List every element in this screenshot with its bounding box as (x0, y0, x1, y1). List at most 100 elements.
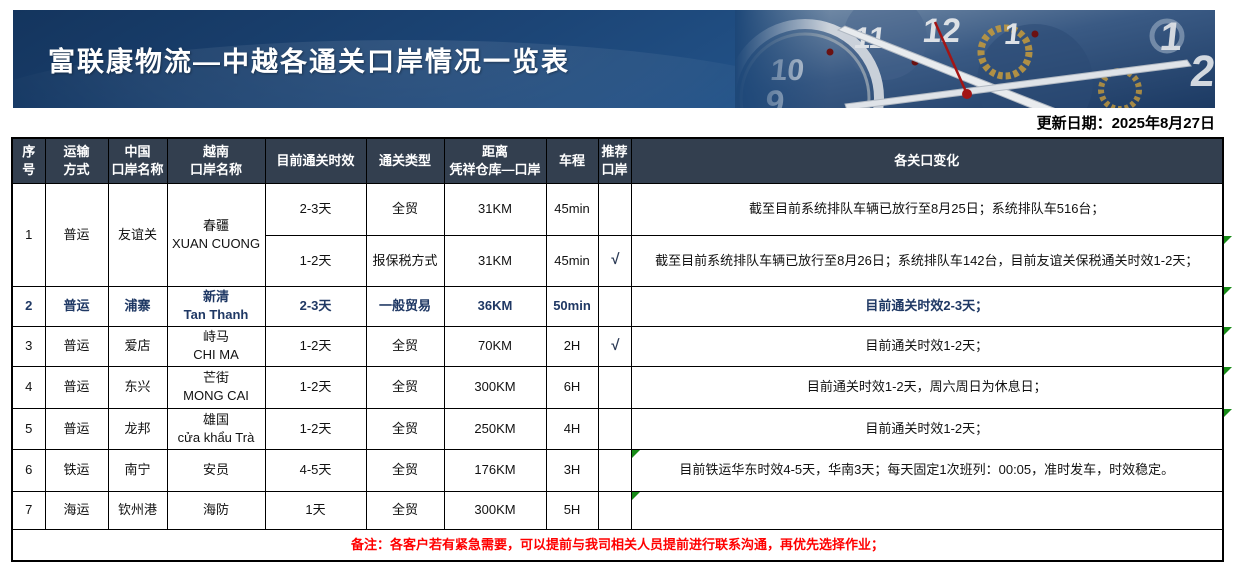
cell-clearance-time[interactable]: 1-2天 (264, 325, 367, 367)
cell-mode[interactable]: 普运 (44, 182, 109, 287)
cell-clearance-time[interactable]: 1-2天 (264, 234, 367, 287)
col-header-recommended[interactable]: 推荐 口岸 (597, 137, 632, 184)
cell-flag-icon (1224, 236, 1232, 244)
ports-table: 序 号 运输 方式 中国 口岸名称 越南 口岸名称 目前通关时效 通关类型 距离… (11, 137, 1224, 562)
cell-cn-port[interactable]: 龙邦 (107, 407, 168, 450)
cell-cn-port[interactable]: 东兴 (107, 365, 168, 409)
cell-vn-port[interactable]: 新清 Tan Thanh (166, 285, 266, 327)
cell-distance[interactable]: 250KM (443, 407, 547, 450)
cell-distance[interactable]: 300KM (443, 490, 547, 530)
cell-mode[interactable]: 普运 (44, 407, 109, 450)
cell-changes-note[interactable] (630, 490, 1224, 530)
cell-clearance-type[interactable]: 报保税方式 (365, 234, 445, 287)
cell-cn-port[interactable]: 钦州港 (107, 490, 168, 530)
cell-vn-port[interactable]: 芒街 MONG CAI (166, 365, 266, 409)
recommended-check-icon[interactable] (597, 490, 632, 530)
cell-no[interactable]: 3 (11, 325, 46, 367)
cell-drive-time[interactable]: 4H (545, 407, 599, 450)
cell-distance[interactable]: 176KM (443, 448, 547, 492)
cell-cn-port[interactable]: 爱店 (107, 325, 168, 367)
recommended-check-icon[interactable] (597, 365, 632, 409)
cell-clearance-type[interactable]: 全贸 (365, 448, 445, 492)
col-header-vn-port[interactable]: 越南 口岸名称 (166, 137, 266, 184)
cell-flag-icon (632, 492, 640, 500)
cell-vn-port[interactable]: 雄国 cửa khẩu Trà (166, 407, 266, 450)
cell-no[interactable]: 2 (11, 285, 46, 327)
recommended-check-icon[interactable] (597, 182, 632, 236)
update-date[interactable]: 更新日期：2025年8月27日 (1036, 115, 1215, 132)
cell-mode[interactable]: 普运 (44, 285, 109, 327)
col-header-cn-port[interactable]: 中国 口岸名称 (107, 137, 168, 184)
table-row-4: 4 普运 东兴 芒街 MONG CAI 1-2天 全贸 300KM 6H 目前通… (11, 365, 1224, 409)
cell-clearance-type[interactable]: 全贸 (365, 325, 445, 367)
cell-clearance-type[interactable]: 一般贸易 (365, 285, 445, 327)
cell-distance[interactable]: 36KM (443, 285, 547, 327)
cell-changes-note[interactable]: 截至目前系统排队车辆已放行至8月25日；系统排队车516台； (630, 182, 1224, 236)
col-header-clearance-type[interactable]: 通关类型 (365, 137, 445, 184)
cell-changes-note[interactable]: 目前通关时效2-3天； (630, 285, 1224, 327)
cell-vn-port[interactable]: 峙马 CHI MA (166, 325, 266, 367)
cell-cn-port[interactable]: 友谊关 (107, 182, 168, 287)
recommended-check-icon[interactable] (597, 285, 632, 327)
cell-drive-time[interactable]: 50min (545, 285, 599, 327)
recommended-check-icon[interactable]: √ (597, 234, 632, 287)
cell-changes-note[interactable]: 目前通关时效1-2天； (630, 407, 1224, 450)
cell-no[interactable]: 5 (11, 407, 46, 450)
cell-distance[interactable]: 300KM (443, 365, 547, 409)
cell-vn-port[interactable]: 安员 (166, 448, 266, 492)
cell-mode[interactable]: 普运 (44, 365, 109, 409)
col-header-mode[interactable]: 运输 方式 (44, 137, 109, 184)
col-header-changes[interactable]: 各关口变化 (630, 137, 1224, 184)
col-header-no[interactable]: 序 号 (11, 137, 46, 184)
cell-clearance-time[interactable]: 2-3天 (264, 182, 367, 236)
table-row-7: 7 海运 钦州港 海防 1天 全贸 300KM 5H (11, 490, 1224, 530)
table-row-6: 6 铁运 南宁 安员 4-5天 全贸 176KM 3H 目前铁运华东时效4-5天… (11, 448, 1224, 492)
cell-drive-time[interactable]: 45min (545, 234, 599, 287)
cell-vn-port[interactable]: 春疆 XUAN CUONG (166, 182, 266, 287)
cell-changes-note[interactable]: 截至目前系统排队车辆已放行至8月26日；系统排队车142台，目前友谊关保税通关时… (630, 234, 1224, 287)
col-header-clearance-time[interactable]: 目前通关时效 (264, 137, 367, 184)
cell-drive-time[interactable]: 6H (545, 365, 599, 409)
cell-drive-time[interactable]: 3H (545, 448, 599, 492)
col-header-distance[interactable]: 距离 凭祥仓库—口岸 (443, 137, 547, 184)
recommended-check-icon[interactable] (597, 407, 632, 450)
cell-distance[interactable]: 31KM (443, 234, 547, 287)
cell-clearance-time[interactable]: 1-2天 (264, 407, 367, 450)
cell-clearance-type[interactable]: 全贸 (365, 490, 445, 530)
cell-no[interactable]: 4 (11, 365, 46, 409)
cell-changes-note[interactable]: 目前通关时效1-2天； (630, 325, 1224, 367)
cell-clearance-type[interactable]: 全贸 (365, 365, 445, 409)
cell-clearance-time[interactable]: 2-3天 (264, 285, 367, 327)
cell-flag-icon (1224, 367, 1232, 375)
cell-drive-time[interactable]: 2H (545, 325, 599, 367)
cell-cn-port[interactable]: 浦寨 (107, 285, 168, 327)
svg-text:12: 12 (921, 12, 963, 50)
cell-clearance-time[interactable]: 1-2天 (264, 365, 367, 409)
cell-changes-note[interactable]: 目前通关时效1-2天，周六周日为休息日； (630, 365, 1224, 409)
cell-changes-note[interactable]: 目前铁运华东时效4-5天，华南3天；每天固定1次班列：00:05，准时发车，时效… (630, 448, 1224, 492)
cell-no[interactable]: 6 (11, 448, 46, 492)
cell-distance[interactable]: 70KM (443, 325, 547, 367)
cell-mode[interactable]: 铁运 (44, 448, 109, 492)
cell-cn-port[interactable]: 南宁 (107, 448, 168, 492)
cell-drive-time[interactable]: 45min (545, 182, 599, 236)
cell-clearance-time[interactable]: 1天 (264, 490, 367, 530)
cell-clearance-time[interactable]: 4-5天 (264, 448, 367, 492)
cell-drive-time[interactable]: 5H (545, 490, 599, 530)
cell-clearance-type[interactable]: 全贸 (365, 407, 445, 450)
cell-no[interactable]: 7 (11, 490, 46, 530)
cell-mode[interactable]: 海运 (44, 490, 109, 530)
col-header-drive-time[interactable]: 车程 (545, 137, 599, 184)
recommended-check-icon[interactable]: √ (597, 325, 632, 367)
table-row-1a: 1 普运 友谊关 春疆 XUAN CUONG 2-3天 全贸 31KM 45mi… (11, 182, 1224, 287)
recommended-check-icon[interactable] (597, 448, 632, 492)
remark-note[interactable]: 备注：各客户若有紧急需要，可以提前与我司相关人员提前进行联系沟通，再优先选择作业… (11, 528, 1224, 562)
cell-clearance-type[interactable]: 全贸 (365, 182, 445, 236)
cell-no[interactable]: 1 (11, 182, 46, 287)
cell-mode[interactable]: 普运 (44, 325, 109, 367)
cell-vn-port[interactable]: 海防 (166, 490, 266, 530)
table-row-2: 2 普运 浦寨 新清 Tan Thanh 2-3天 一般贸易 36KM 50mi… (11, 285, 1224, 327)
svg-text:1: 1 (1003, 18, 1023, 51)
header-row: 序 号 运输 方式 中国 口岸名称 越南 口岸名称 目前通关时效 通关类型 距离… (11, 137, 1224, 184)
cell-distance[interactable]: 31KM (443, 182, 547, 236)
